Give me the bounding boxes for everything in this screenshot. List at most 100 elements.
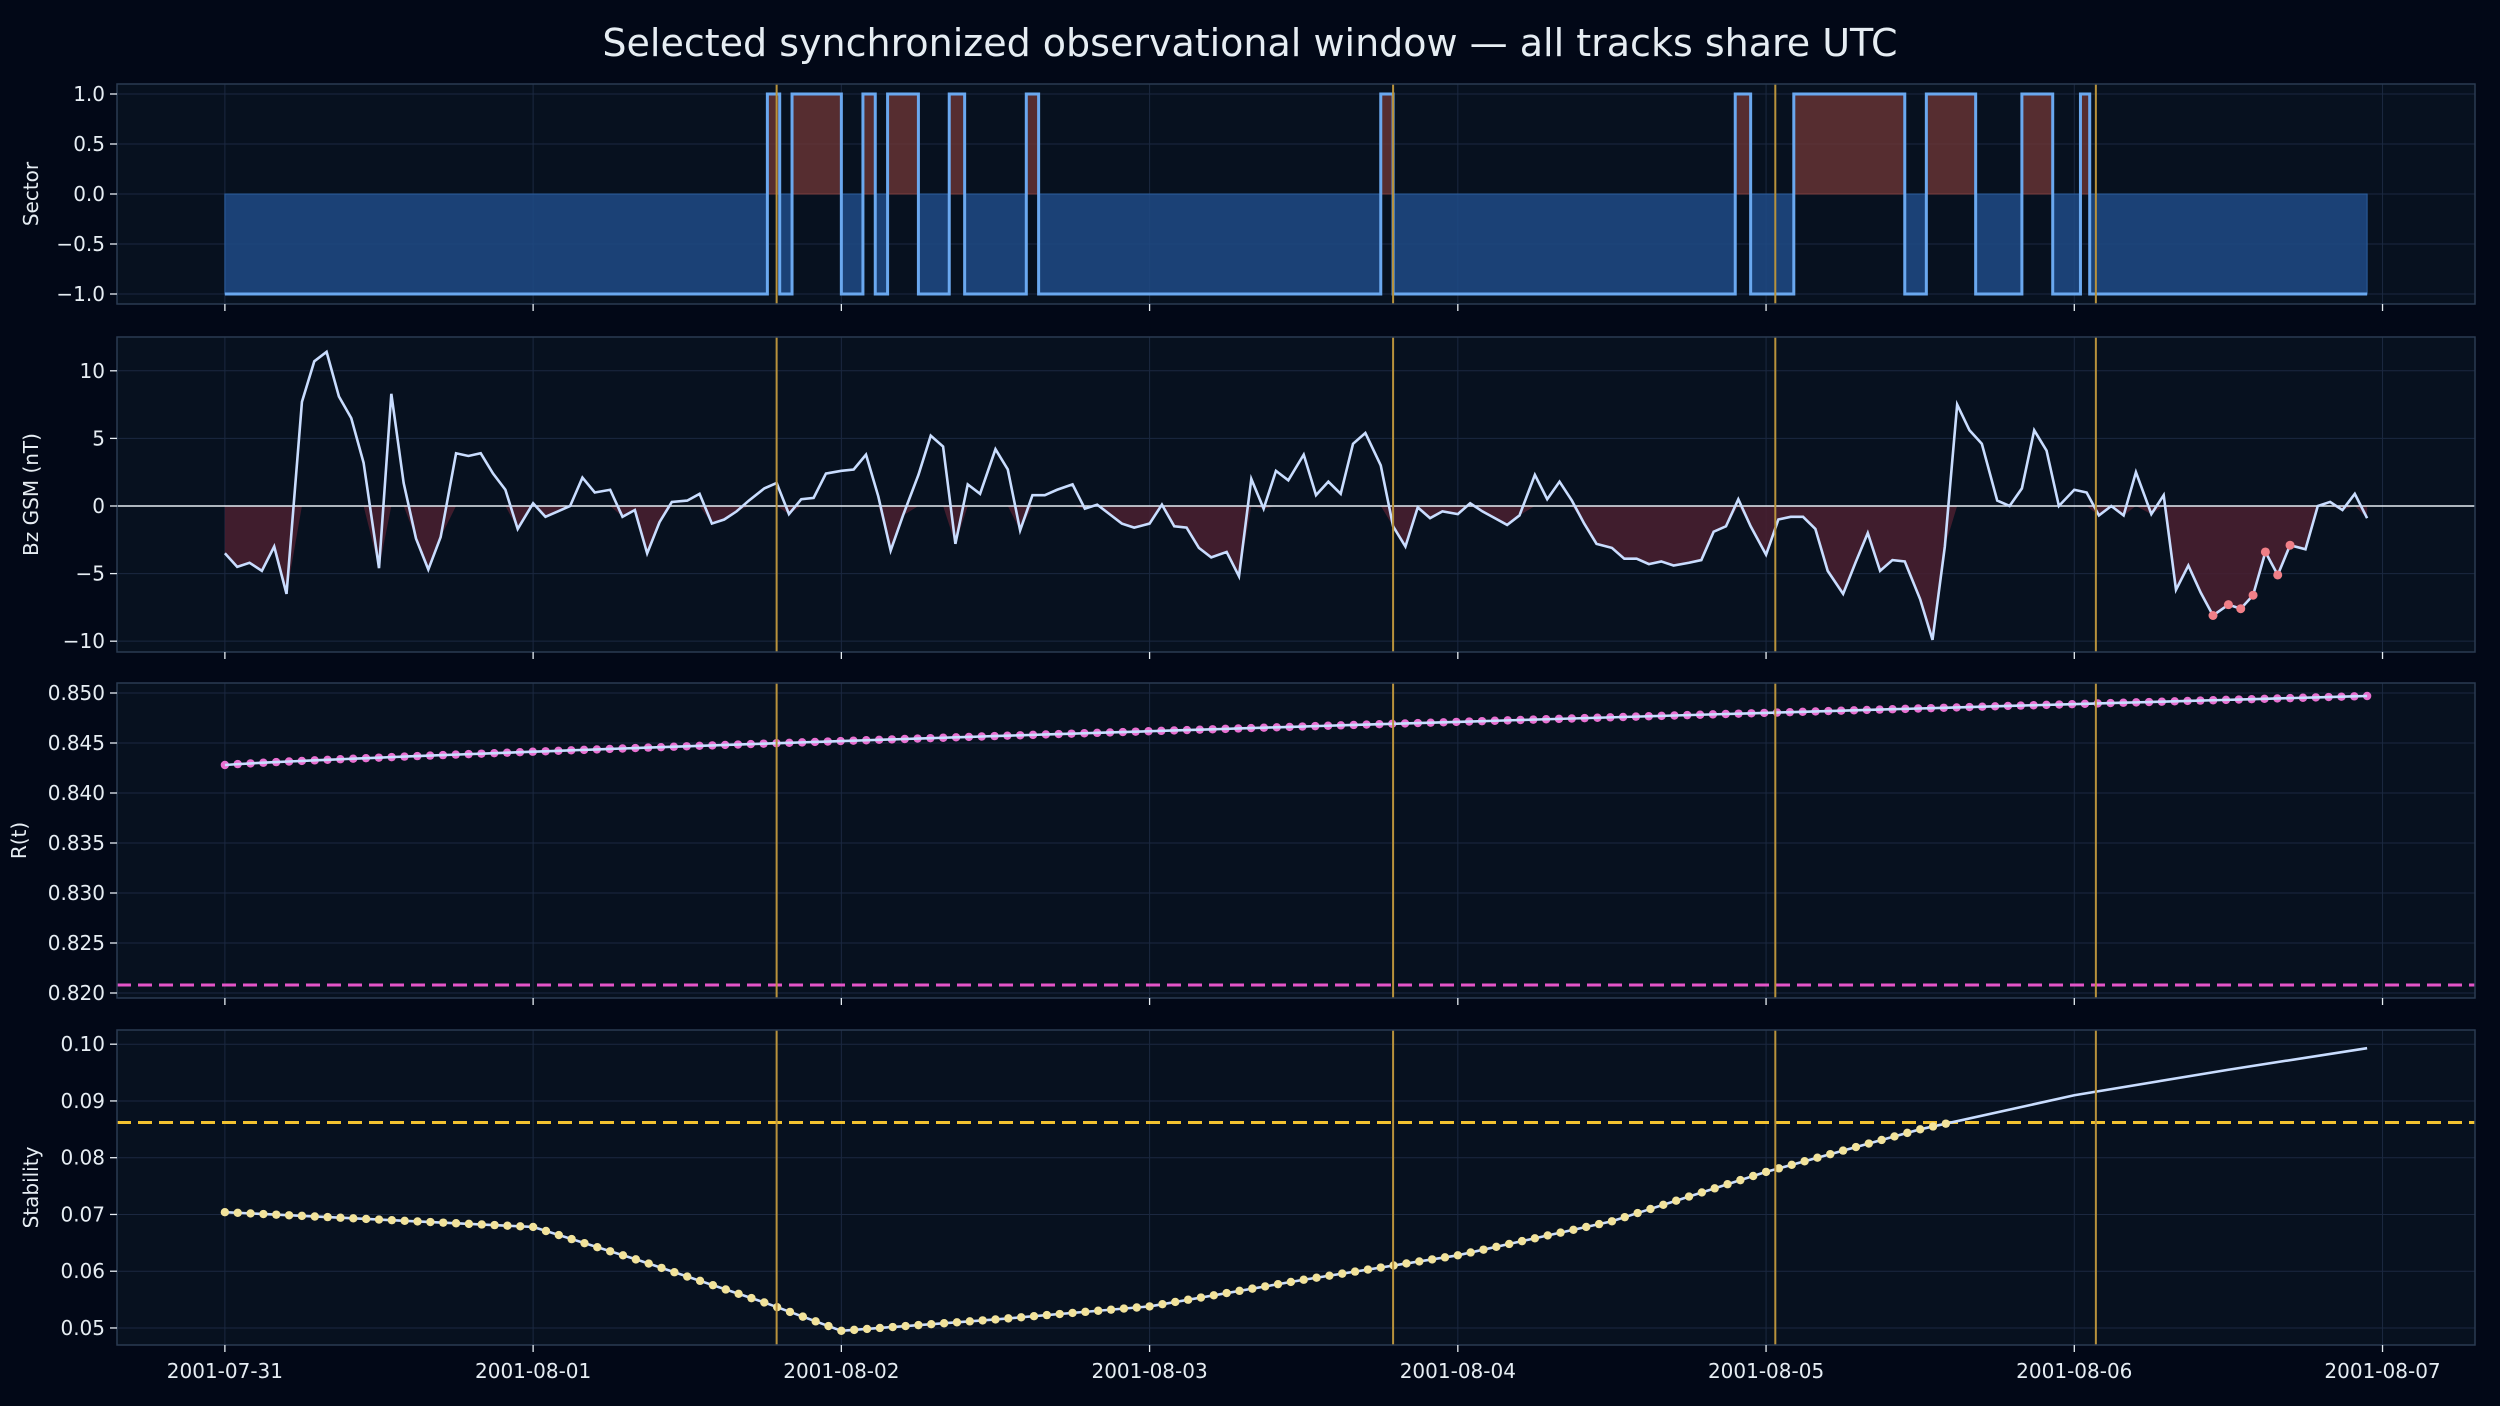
sector-away-fill (2052, 193, 2081, 295)
x-tick-label: 2001-07-31 (167, 1359, 283, 1383)
y-tick-label: 0.5 (73, 132, 105, 156)
stability-point (1415, 1257, 1424, 1266)
stability-point (1402, 1259, 1411, 1268)
stability-point (1196, 1293, 1206, 1302)
stability-point (862, 1324, 872, 1334)
stability-point (1569, 1225, 1578, 1234)
stability-point (541, 1226, 551, 1236)
stability-point (1941, 1119, 1951, 1128)
stability-point (1376, 1263, 1385, 1272)
x-tick-label: 2001-08-01 (475, 1359, 591, 1383)
stability-point (1479, 1245, 1488, 1254)
stability-point (387, 1215, 397, 1225)
y-axis-label: Sector (19, 161, 43, 226)
bz-negative-fill (224, 505, 2368, 640)
stability-point (1363, 1265, 1373, 1274)
sector-toward-fill (1380, 93, 1394, 195)
y-tick-label: 1.0 (73, 82, 105, 106)
bz-highlight-point (2273, 570, 2283, 580)
stability-point (1209, 1291, 1219, 1300)
stability-point (528, 1222, 538, 1232)
stability-point (426, 1217, 435, 1227)
y-tick-label: −10 (63, 629, 105, 653)
stability-point (1042, 1310, 1052, 1320)
stability-point (580, 1238, 589, 1248)
plot-frame (116, 336, 2476, 653)
stability-point (1325, 1271, 1334, 1280)
stability-point (695, 1276, 705, 1286)
panels: 1.0 0.5 0.0 −0.5 −1.0 Sector 10 5 0 −5 −10 Bz GSM (… (7, 82, 2476, 1383)
sector-toward-fill (887, 93, 919, 195)
stability-point (824, 1321, 833, 1331)
stability-point (1171, 1297, 1180, 1307)
stability-point (220, 1207, 230, 1217)
stability-point (1787, 1160, 1796, 1169)
stability-point (451, 1219, 461, 1228)
stability-point (1427, 1255, 1437, 1264)
stability-point (1440, 1253, 1450, 1262)
stability-point (1813, 1153, 1822, 1162)
y-tick-label: −5 (76, 562, 105, 586)
plot-layer (117, 1030, 2475, 1345)
y-tick-label: 0.07 (60, 1202, 105, 1226)
stability-point (734, 1289, 743, 1299)
stability-point (1620, 1212, 1629, 1222)
stability-point (284, 1211, 294, 1220)
stability-point (811, 1317, 820, 1326)
sector-away-fill (874, 193, 889, 295)
stability-point (1838, 1146, 1848, 1155)
plot-area (117, 683, 2475, 998)
stability-point (644, 1259, 653, 1268)
stability-point (1543, 1231, 1552, 1240)
stability-point (439, 1218, 448, 1227)
stability-point (1145, 1302, 1154, 1311)
stability-point (1646, 1204, 1655, 1214)
stability-point (1736, 1175, 1745, 1185)
stability-point (760, 1298, 769, 1307)
stability-point (1594, 1219, 1604, 1229)
y-tick-label: 0.06 (60, 1259, 105, 1283)
stability-point (464, 1219, 474, 1229)
figure-title: Selected synchronized observational wind… (602, 21, 1897, 65)
y-tick-label: 0.08 (60, 1146, 105, 1170)
stability-point (849, 1325, 859, 1335)
stability-point (1504, 1239, 1514, 1249)
y-tick-label: 5 (92, 426, 105, 450)
stability-point (1183, 1295, 1193, 1304)
x-tick-label: 2001-08-02 (783, 1359, 899, 1383)
stability-point (1132, 1303, 1141, 1312)
plot-frame (116, 682, 2476, 999)
y-tick-label: 0.09 (60, 1089, 105, 1113)
x-tick-label: 2001-08-05 (1708, 1359, 1824, 1383)
sector-toward-fill (1793, 93, 1906, 195)
stability-point (747, 1293, 756, 1303)
bz-line (223, 349, 2369, 641)
plot-layer (117, 337, 2475, 652)
y-tick-label: 0 (92, 494, 105, 518)
y-tick-label: 0.10 (60, 1032, 105, 1056)
stability-point (1453, 1251, 1463, 1260)
stability-point (1749, 1171, 1758, 1181)
y-tick-label: 0.850 (48, 681, 105, 705)
panel-3: 0.850 0.845 0.840 0.835 0.830 0.825 0.820 R(t) (7, 681, 2476, 1005)
bz-highlight-point (2248, 590, 2258, 600)
stability-point (978, 1316, 987, 1325)
stability-point (1299, 1275, 1308, 1284)
stability-point (1350, 1267, 1360, 1276)
sector-away-fill (1392, 193, 1736, 295)
x-tick-label: 2001-08-04 (1400, 1359, 1516, 1383)
stability-point (567, 1234, 576, 1244)
stability-point (1582, 1222, 1591, 1232)
stability-point (1119, 1304, 1129, 1313)
stability-point (272, 1210, 281, 1219)
stability-point (670, 1268, 679, 1277)
stability-point (1890, 1132, 1899, 1141)
stability-point (259, 1209, 268, 1219)
stability-point (721, 1285, 730, 1294)
sector-toward-fill (2021, 93, 2054, 195)
y-axis-label: R(t) (7, 822, 31, 859)
stability-point (400, 1216, 409, 1225)
sector-step-line (224, 92, 2368, 296)
stability-point (657, 1263, 666, 1273)
